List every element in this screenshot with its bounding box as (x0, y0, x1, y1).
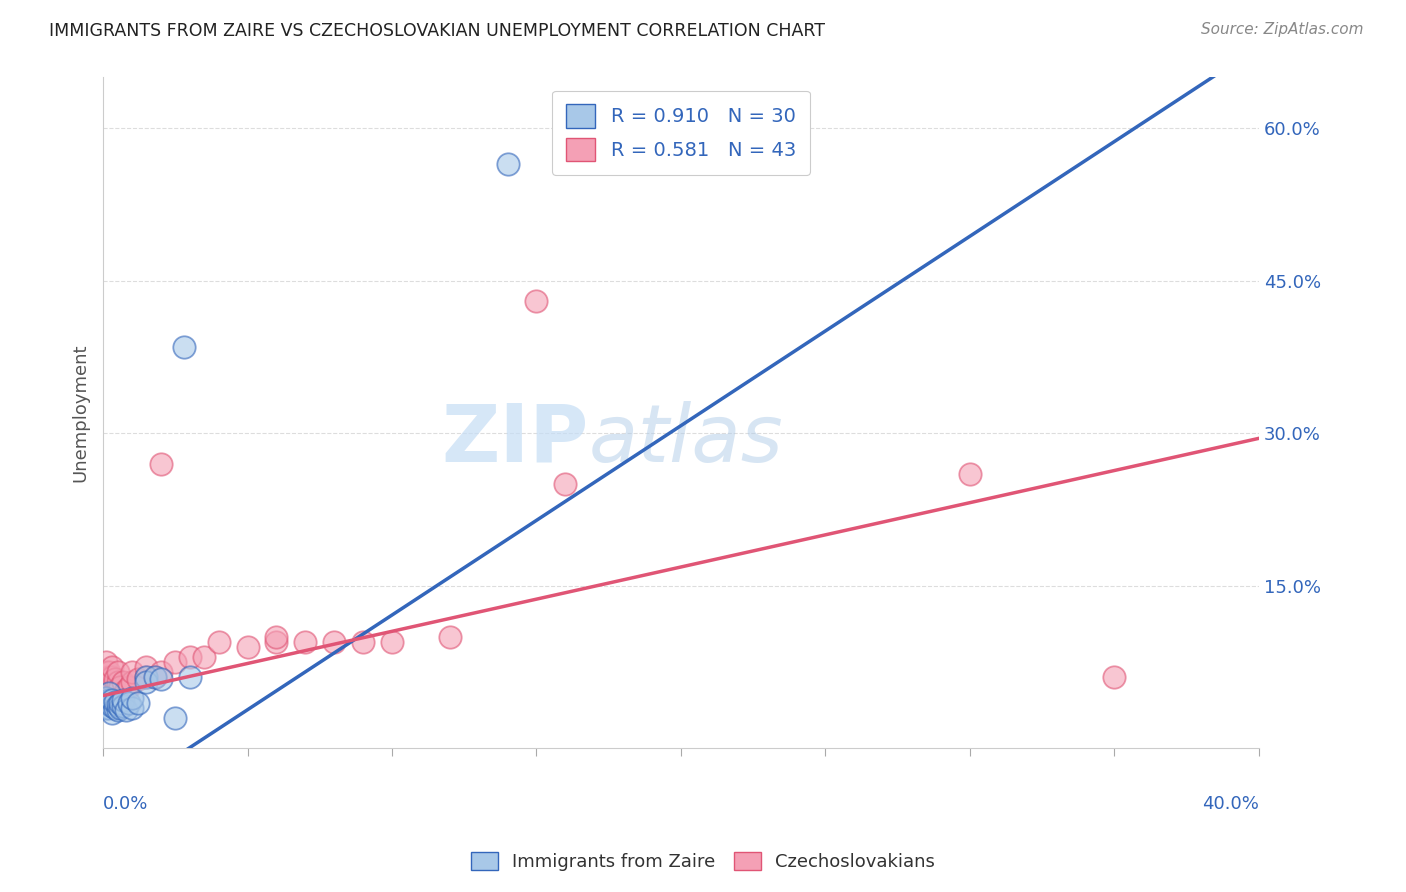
Point (266, 630, 288, 644)
Point (94, 696, 117, 710)
Point (97, 670, 120, 684)
Point (101, 698, 124, 713)
Point (1104, 670, 1126, 684)
Point (135, 670, 157, 684)
Point (149, 457, 172, 471)
Point (208, 634, 231, 648)
Point (179, 670, 201, 684)
Text: Source: ZipAtlas.com: Source: ZipAtlas.com (1201, 22, 1364, 37)
Text: atlas: atlas (589, 401, 783, 479)
Point (266, 634, 288, 648)
Point (439, 630, 461, 644)
Point (94, 655, 117, 669)
Point (112, 675, 135, 690)
Text: 40.0%: 40.0% (1202, 796, 1258, 814)
Point (107, 703, 129, 717)
Point (135, 675, 157, 690)
Point (94, 690, 117, 705)
Point (143, 670, 166, 684)
Point (101, 660, 124, 674)
Legend: Immigrants from Zaire, Czechoslovakians: Immigrants from Zaire, Czechoslovakians (464, 845, 942, 879)
Point (121, 701, 143, 715)
Point (121, 675, 143, 690)
Point (135, 670, 157, 684)
Point (526, 294, 548, 309)
Point (143, 670, 166, 684)
Point (110, 681, 132, 695)
Text: ZIP: ZIP (441, 401, 589, 479)
Point (193, 650, 215, 665)
Point (496, 157, 519, 171)
Point (97, 692, 120, 706)
Point (112, 698, 135, 713)
Point (112, 692, 135, 706)
Point (127, 673, 149, 687)
Point (121, 665, 143, 680)
Point (352, 634, 374, 648)
Point (165, 711, 187, 725)
Point (149, 665, 172, 680)
Point (107, 698, 129, 712)
Point (118, 681, 141, 695)
Point (173, 340, 195, 354)
Point (110, 701, 132, 715)
Point (101, 670, 124, 684)
Point (118, 696, 141, 710)
Point (104, 695, 127, 709)
Point (110, 696, 132, 710)
Point (94, 670, 117, 684)
Point (97, 701, 120, 715)
Text: 0.0%: 0.0% (103, 796, 149, 814)
Point (94, 681, 117, 695)
Point (381, 634, 404, 648)
Point (97, 675, 120, 690)
Point (115, 703, 138, 717)
Point (179, 650, 201, 665)
Point (127, 696, 149, 710)
Point (115, 682, 138, 697)
Point (135, 660, 157, 674)
Point (323, 634, 346, 648)
Point (97, 685, 120, 699)
Point (107, 665, 129, 680)
Point (101, 681, 124, 695)
Point (165, 655, 187, 669)
Point (104, 701, 127, 715)
Point (554, 477, 576, 491)
Point (97, 665, 120, 680)
Point (101, 692, 124, 706)
Point (97, 685, 120, 699)
Point (236, 640, 259, 654)
Legend: R = 0.910   N = 30, R = 0.581   N = 43: R = 0.910 N = 30, R = 0.581 N = 43 (553, 90, 810, 175)
Point (149, 673, 172, 687)
Text: IMMIGRANTS FROM ZAIRE VS CZECHOSLOVAKIAN UNEMPLOYMENT CORRELATION CHART: IMMIGRANTS FROM ZAIRE VS CZECHOSLOVAKIAN… (49, 22, 825, 40)
Point (104, 682, 127, 697)
Point (101, 706, 124, 720)
Point (959, 467, 981, 481)
Point (107, 675, 129, 690)
Point (294, 634, 316, 648)
Point (94, 701, 117, 715)
Point (104, 673, 127, 687)
Y-axis label: Unemployment: Unemployment (72, 343, 89, 483)
Point (121, 690, 143, 705)
Point (94, 665, 117, 680)
